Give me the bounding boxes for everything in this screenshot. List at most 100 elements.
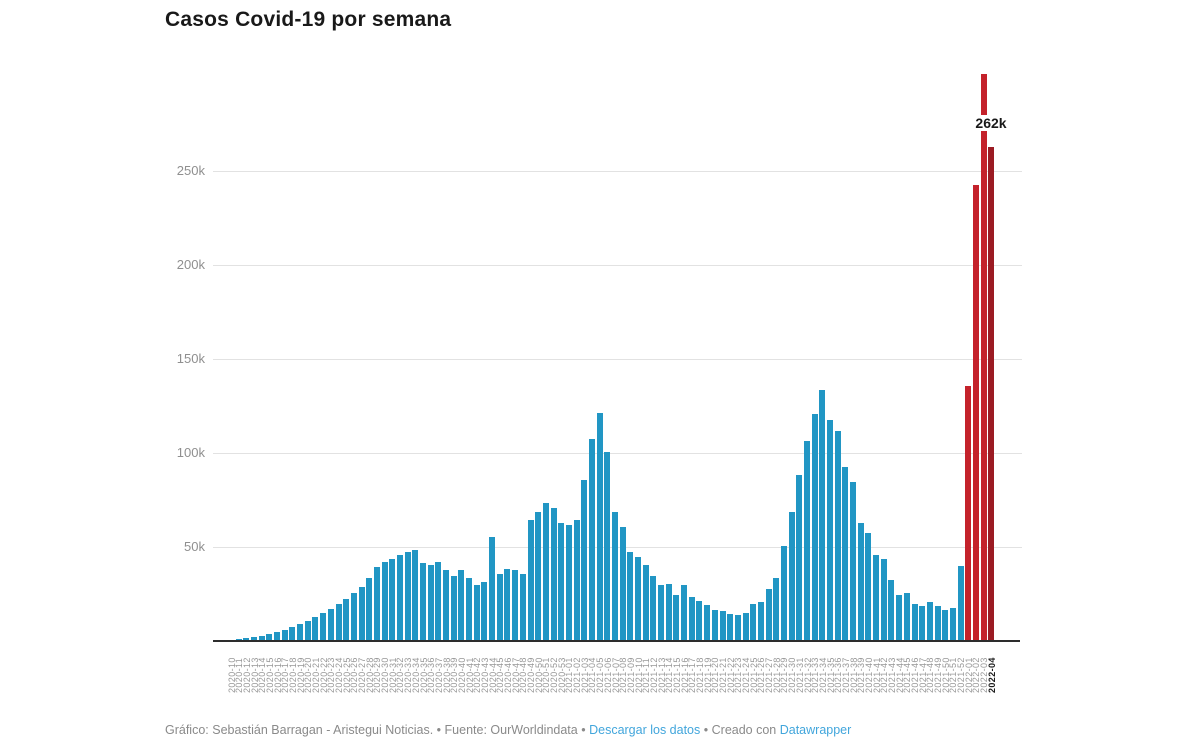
bar[interactable] xyxy=(957,565,964,640)
bar[interactable] xyxy=(888,579,895,640)
bar[interactable] xyxy=(934,606,941,640)
bar[interactable] xyxy=(420,562,426,640)
bar[interactable] xyxy=(519,574,526,640)
bar[interactable] xyxy=(558,523,565,640)
bar[interactable] xyxy=(412,549,419,640)
bar[interactable] xyxy=(742,612,749,640)
bar[interactable] xyxy=(443,570,450,640)
bar[interactable] xyxy=(811,414,818,640)
bar[interactable] xyxy=(496,574,503,640)
bar[interactable] xyxy=(612,512,618,640)
bar[interactable] xyxy=(289,626,296,640)
bar[interactable] xyxy=(750,604,757,640)
bar[interactable] xyxy=(965,386,972,640)
bar[interactable] xyxy=(504,568,511,640)
download-data-link[interactable]: Descargar los datos xyxy=(589,723,701,737)
bar[interactable] xyxy=(842,467,849,640)
bar[interactable] xyxy=(581,480,588,640)
bar[interactable] xyxy=(297,624,304,640)
bar[interactable] xyxy=(243,638,250,640)
bar[interactable] xyxy=(565,525,572,640)
bar[interactable] xyxy=(274,632,281,640)
bar[interactable] xyxy=(688,596,695,640)
bar[interactable] xyxy=(827,420,834,640)
bar[interactable] xyxy=(673,594,680,640)
bar[interactable] xyxy=(665,583,672,640)
bar[interactable] xyxy=(235,639,242,640)
bar[interactable] xyxy=(850,482,857,640)
bar[interactable] xyxy=(873,555,880,640)
bar[interactable] xyxy=(473,585,480,640)
bar[interactable] xyxy=(804,440,810,640)
bar[interactable] xyxy=(834,431,841,640)
bar[interactable] xyxy=(435,561,442,640)
bar[interactable] xyxy=(489,536,496,640)
bar[interactable] xyxy=(780,546,787,640)
bar[interactable] xyxy=(389,559,396,640)
bar[interactable] xyxy=(596,412,603,640)
bar[interactable] xyxy=(773,577,780,640)
bar[interactable] xyxy=(327,608,334,640)
bar[interactable] xyxy=(619,527,626,640)
bar[interactable] xyxy=(880,559,887,640)
bar[interactable] xyxy=(911,604,918,640)
bar[interactable] xyxy=(458,570,465,640)
bar[interactable] xyxy=(658,585,665,640)
bar[interactable] xyxy=(765,589,772,640)
bar[interactable] xyxy=(466,577,473,640)
bar[interactable] xyxy=(972,185,979,640)
bar[interactable] xyxy=(734,614,741,640)
bar[interactable] xyxy=(727,613,734,640)
bar[interactable] xyxy=(857,523,864,640)
bar[interactable] xyxy=(627,551,634,640)
bar[interactable] xyxy=(988,147,995,640)
bar[interactable] xyxy=(796,474,803,640)
bar[interactable] xyxy=(642,564,649,640)
bar[interactable] xyxy=(396,555,403,640)
bar[interactable] xyxy=(512,570,519,640)
bar[interactable] xyxy=(450,576,457,640)
bar[interactable] xyxy=(788,512,795,640)
bar[interactable] xyxy=(266,634,273,640)
bar[interactable] xyxy=(980,74,987,640)
bar[interactable] xyxy=(251,637,258,640)
bar[interactable] xyxy=(865,532,872,640)
bar[interactable] xyxy=(696,600,703,640)
bar[interactable] xyxy=(335,604,342,640)
bar[interactable] xyxy=(949,608,956,640)
bar[interactable] xyxy=(542,502,549,640)
bar[interactable] xyxy=(373,566,380,640)
bar[interactable] xyxy=(258,636,265,640)
bar[interactable] xyxy=(481,581,488,640)
bar[interactable] xyxy=(757,602,764,640)
bar[interactable] xyxy=(903,593,910,640)
datawrapper-link[interactable]: Datawrapper xyxy=(779,723,852,737)
bar[interactable] xyxy=(573,519,580,640)
bar[interactable] xyxy=(711,609,718,640)
bar[interactable] xyxy=(404,551,411,640)
bar[interactable] xyxy=(550,508,557,640)
bar[interactable] xyxy=(681,585,688,640)
bar[interactable] xyxy=(281,629,288,640)
bar[interactable] xyxy=(719,610,726,640)
bar[interactable] xyxy=(304,621,311,640)
bar[interactable] xyxy=(704,605,711,640)
bar[interactable] xyxy=(343,598,350,640)
bar[interactable] xyxy=(635,557,642,640)
bar[interactable] xyxy=(358,587,365,640)
bar[interactable] xyxy=(527,519,534,640)
bar[interactable] xyxy=(919,606,926,640)
bar[interactable] xyxy=(427,564,434,640)
bar[interactable] xyxy=(350,593,357,640)
bar[interactable] xyxy=(819,389,826,640)
bar[interactable] xyxy=(942,609,949,640)
bar[interactable] xyxy=(381,561,388,640)
bar[interactable] xyxy=(320,612,327,640)
bar[interactable] xyxy=(535,512,542,640)
bar[interactable] xyxy=(650,576,657,640)
bar[interactable] xyxy=(604,452,611,640)
bar[interactable] xyxy=(896,594,903,640)
bar[interactable] xyxy=(926,602,933,640)
bar[interactable] xyxy=(366,577,373,640)
bar[interactable] xyxy=(312,617,319,640)
